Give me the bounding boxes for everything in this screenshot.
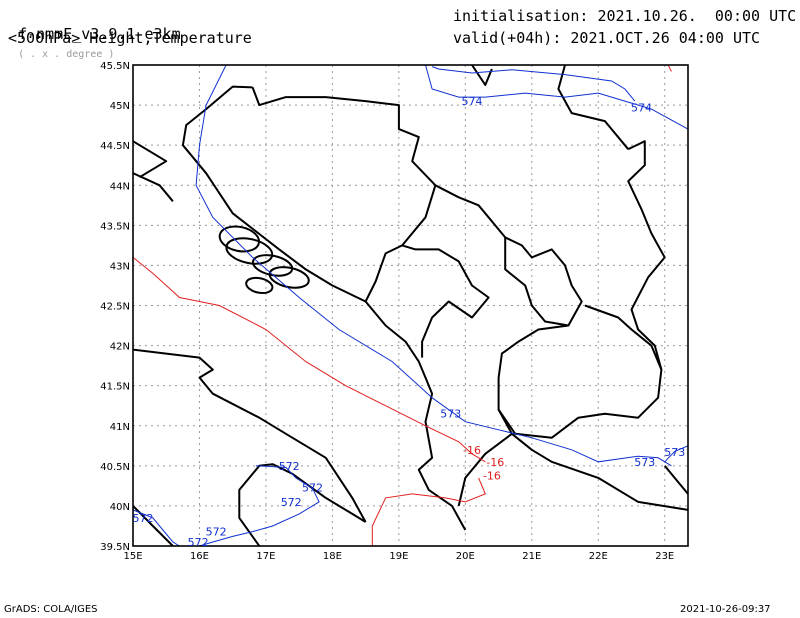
height-contour-label: 573 xyxy=(634,456,655,469)
island-outline xyxy=(218,225,261,253)
height-contour-label: 572 xyxy=(279,460,300,473)
init-label: initialisation: xyxy=(453,7,589,25)
border-line xyxy=(471,65,493,86)
border-line xyxy=(238,463,367,546)
lon-tick-label: 18E xyxy=(323,551,342,562)
temperature-contour-label: -16 xyxy=(463,444,481,457)
lat-tick-label: 45.5N xyxy=(100,61,130,72)
border-line xyxy=(251,87,437,302)
lat-tick-label: 43N xyxy=(110,261,130,272)
footer-credit: GrADS: COLA/IGES xyxy=(4,604,98,615)
height-contour-label: 572 xyxy=(281,496,302,509)
valid-time: valid(+04h): 2021.OCT.26 04:00 UTC xyxy=(453,29,760,47)
temperature-contour-label: -16 xyxy=(483,469,501,482)
contour-labels: 574 574573573573572572572572572572-16-16-… xyxy=(132,95,685,549)
height-contour xyxy=(133,509,180,546)
border-line xyxy=(133,172,174,202)
lat-tick-label: 39.5N xyxy=(100,542,130,553)
border-line xyxy=(504,237,569,327)
lon-tick-label: 15E xyxy=(123,551,142,562)
lat-tick-label: 42N xyxy=(110,342,130,353)
plot-frame xyxy=(132,64,689,547)
border-line xyxy=(434,184,663,439)
border-line xyxy=(401,244,490,358)
border-line xyxy=(133,348,367,523)
valid-value: 2021.OCT.26 04:00 UTC xyxy=(570,29,761,47)
height-contour xyxy=(199,465,320,546)
height-contour-label: 572 xyxy=(302,481,323,494)
lon-tick-label: 21E xyxy=(522,551,541,562)
lat-tick-label: 41N xyxy=(110,422,130,433)
lat-tick-label: 41.5N xyxy=(100,382,130,393)
lon-tick-label: 20E xyxy=(456,551,475,562)
border-line xyxy=(364,300,467,531)
init-time: initialisation: 2021.10.26. 00:00 UTC xyxy=(453,7,796,25)
model-name: f-nmmE_v3.9.1-e3km xyxy=(18,25,181,43)
init-value: 2021.10.26. 00:00 UTC xyxy=(597,7,797,25)
lat-tick-label: 40N xyxy=(110,502,130,513)
footer-timestamp: 2021-10-26-09:37 xyxy=(680,604,771,615)
lat-lon-grid xyxy=(133,65,688,546)
height-contour xyxy=(431,66,636,102)
lat-tick-label: 43.5N xyxy=(100,221,130,232)
height-contour-label: 573 xyxy=(664,446,685,459)
unit-label: ( . x . degree ) xyxy=(18,49,115,60)
temperature-contour xyxy=(371,477,486,546)
border-line xyxy=(181,85,367,303)
axis-ticks: 15E 16E 17E 18E 19E 20E 21E 22E 23E 39.5N 40N 40.5N… xyxy=(100,61,674,562)
border-line xyxy=(557,65,629,150)
height-contour xyxy=(195,65,672,467)
model-title: f-nmmE_v3.9.1-e3km ( . x . degree ) xyxy=(0,7,181,64)
lon-tick-label: 23E xyxy=(655,551,674,562)
height-contour-label: 572 xyxy=(206,526,227,539)
temperature-contour xyxy=(133,257,486,463)
temperature-contour-label: -16 xyxy=(486,456,504,469)
island-outline xyxy=(245,276,274,295)
lat-tick-label: 42.5N xyxy=(100,302,130,313)
lon-tick-label: 16E xyxy=(190,551,209,562)
height-contour-label: 573 xyxy=(440,408,461,421)
height-contour-label: 574 xyxy=(461,95,482,108)
lat-tick-label: 40.5N xyxy=(100,462,130,473)
border-line xyxy=(133,140,168,179)
height-contour xyxy=(425,65,688,130)
height-contour-label: 572 xyxy=(188,536,209,549)
border-line xyxy=(627,140,666,370)
lon-tick-label: 17E xyxy=(256,551,275,562)
height-contour-label: 574 xyxy=(631,101,652,114)
lon-tick-label: 22E xyxy=(589,551,608,562)
lat-tick-label: 44.5N xyxy=(100,141,130,152)
lat-tick-label: 44N xyxy=(110,181,130,192)
border-line xyxy=(663,465,688,495)
level-title: <500hPa> Height,Temperature xyxy=(8,29,252,47)
map-layers xyxy=(133,65,688,546)
temperature-contour xyxy=(667,65,672,72)
lat-tick-label: 45N xyxy=(110,101,130,112)
lon-tick-label: 19E xyxy=(389,551,408,562)
height-contour-label: 572 xyxy=(132,512,153,525)
valid-label: valid(+04h): xyxy=(453,29,562,47)
border-line xyxy=(457,433,513,507)
height-contour xyxy=(664,445,688,463)
